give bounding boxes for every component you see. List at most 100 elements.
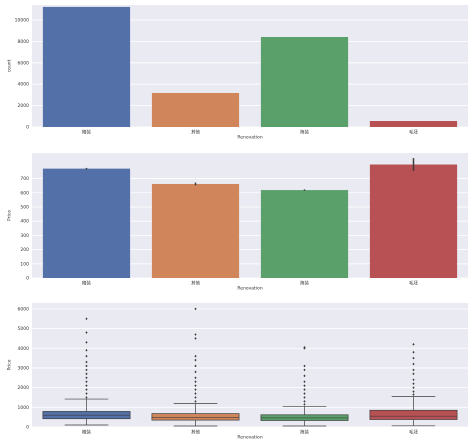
flier [194, 333, 197, 336]
y-axis-label: Price [7, 210, 13, 221]
flier [412, 390, 415, 393]
bar [42, 6, 131, 128]
box [369, 409, 458, 420]
y-tick-label: 600 [20, 190, 29, 196]
x-tick-label: 毛坯 [409, 429, 418, 436]
y-tick-label: 0 [26, 125, 29, 131]
flier [303, 345, 306, 349]
x-tick-label: 其他 [191, 429, 200, 436]
flier [194, 358, 197, 362]
flier [194, 384, 197, 387]
y-tick-label: 4000 [18, 82, 30, 88]
y-tick-label: 200 [20, 247, 29, 253]
y-tick-label: 6000 [18, 60, 30, 66]
flier [303, 403, 306, 406]
flier [85, 376, 88, 380]
x-tick-label: 精装 [82, 129, 91, 136]
flier [85, 354, 88, 358]
flier [303, 400, 306, 403]
bar [42, 168, 131, 278]
x-tick-label: 简装 [300, 280, 309, 287]
flier [194, 370, 197, 374]
flier [303, 392, 306, 395]
flier [194, 364, 197, 368]
y-tick-label: 0 [26, 425, 29, 431]
flier [194, 388, 197, 391]
x-tick-label: 毛坯 [409, 280, 418, 287]
plot-area [32, 303, 468, 427]
flier [85, 392, 88, 395]
x-tick-label: 毛坯 [409, 129, 418, 136]
y-tick-label: 0 [26, 276, 29, 282]
x-tick-label: 其他 [191, 280, 200, 287]
flier [194, 380, 197, 384]
flier [412, 372, 415, 376]
flier [412, 350, 415, 354]
flier [85, 368, 88, 372]
y-tick-label: 2000 [18, 385, 30, 391]
x-tick-label: 精装 [82, 429, 91, 436]
flier [194, 400, 197, 403]
bar [369, 164, 458, 278]
flier [194, 396, 197, 399]
flier [85, 360, 88, 364]
y-tick-label: 5000 [18, 326, 30, 332]
x-axis-label: Renovation [237, 286, 262, 292]
flier [85, 388, 88, 391]
flier [303, 380, 306, 384]
flier [85, 341, 88, 344]
y-tick-label: 300 [20, 233, 29, 239]
flier [303, 364, 306, 368]
y-tick-label: 4000 [18, 346, 30, 352]
y-tick-label: 1000 [18, 405, 30, 411]
flier [412, 356, 415, 360]
y-tick-label: 8000 [18, 39, 30, 45]
flier [412, 382, 415, 385]
bar [260, 36, 349, 127]
flier [303, 384, 306, 387]
flier [85, 331, 88, 334]
y-axis-label: Price [7, 359, 13, 370]
y-tick-label: 10000 [15, 17, 29, 23]
flier [85, 384, 88, 387]
flier [194, 392, 197, 395]
x-tick-label: 简装 [300, 429, 309, 436]
y-tick-label: 3000 [18, 365, 30, 371]
y-tick-label: 100 [20, 261, 29, 267]
y-axis-label: count [7, 59, 13, 72]
y-tick-label: 400 [20, 219, 29, 225]
box [151, 413, 240, 421]
flier [85, 364, 88, 368]
x-tick-label: 简装 [300, 129, 309, 136]
x-axis-label: Renovation [237, 135, 262, 141]
flier [412, 386, 415, 389]
y-tick-label: 6000 [18, 306, 30, 312]
x-axis-label: Renovation [237, 435, 262, 440]
y-tick-label: 700 [20, 176, 29, 182]
flier [412, 343, 415, 346]
flier [194, 337, 197, 340]
flier [412, 368, 415, 372]
flier [85, 317, 88, 321]
flier [303, 374, 306, 378]
flier [194, 376, 197, 380]
bar [369, 121, 458, 127]
bar [260, 190, 349, 278]
flier [85, 372, 88, 376]
flier [303, 396, 306, 399]
flier [303, 388, 306, 391]
flier [303, 368, 306, 372]
flier [194, 354, 197, 358]
bar [151, 183, 240, 278]
x-tick-label: 精装 [82, 280, 91, 287]
flier [412, 362, 415, 366]
y-tick-label: 500 [20, 204, 29, 210]
flier [85, 396, 88, 399]
flier [85, 348, 88, 352]
bar [151, 92, 240, 127]
y-tick-label: 2000 [18, 103, 30, 109]
flier [85, 380, 88, 384]
x-tick-label: 其他 [191, 129, 200, 136]
flier [194, 307, 197, 311]
